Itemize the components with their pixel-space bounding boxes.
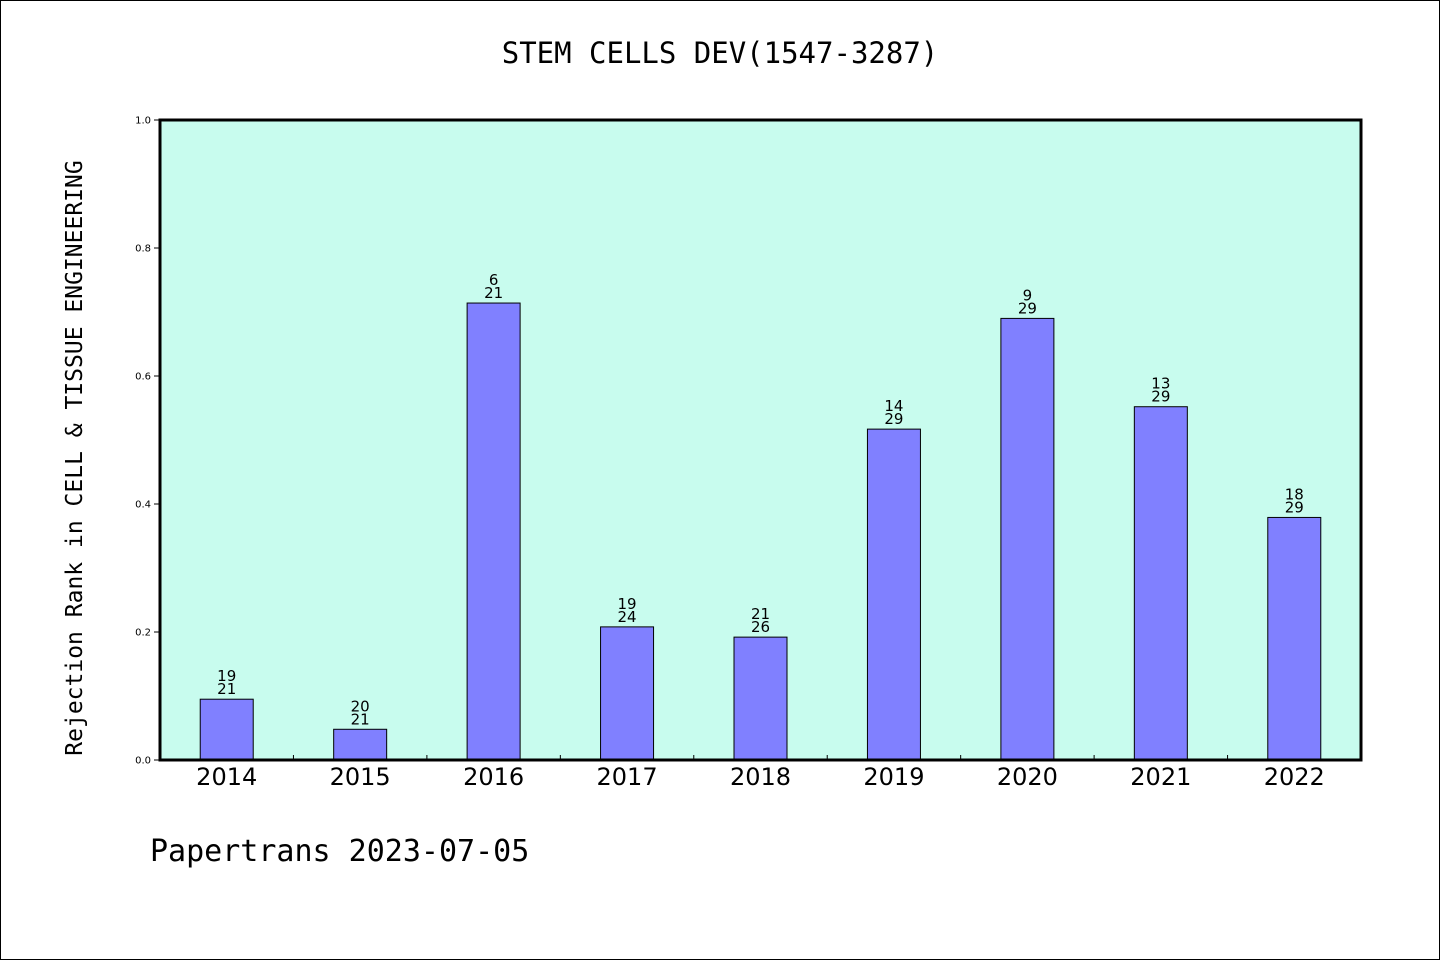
bar-2020 <box>1000 317 1055 761</box>
bar-label-bottom: 21 <box>217 680 236 698</box>
x-tick-label: 2016 <box>463 763 524 791</box>
bar-2015 <box>333 728 388 761</box>
bar-label-bottom: 29 <box>884 410 903 428</box>
x-tick-label: 2019 <box>863 763 924 791</box>
bar-label-top: 19 <box>618 595 637 613</box>
y-tick-label: 0.2 <box>135 628 151 639</box>
bar-label-top: 19 <box>217 667 236 685</box>
y-tick-label: 0.4 <box>135 500 151 511</box>
x-tick-label: 2014 <box>196 763 257 791</box>
x-tick-label: 2020 <box>997 763 1058 791</box>
bar-2014 <box>199 698 254 761</box>
bar-label-bottom: 29 <box>1151 388 1170 406</box>
bar-label-top: 9 <box>1023 286 1033 304</box>
x-tick-label: 2015 <box>330 763 391 791</box>
bar-2022 <box>1267 516 1322 761</box>
bar-label-bottom: 24 <box>618 608 637 626</box>
bar-2016 <box>466 302 521 761</box>
bar-2018 <box>733 636 788 761</box>
bar-label-bottom: 21 <box>351 710 370 728</box>
bar-label-top: 6 <box>489 271 499 289</box>
bar-label-top: 13 <box>1151 375 1170 393</box>
x-tick-label: 2021 <box>1130 763 1191 791</box>
bar-2019 <box>866 428 921 761</box>
y-tick-label: 0.8 <box>135 244 151 255</box>
y-tick-label: 0.0 <box>135 756 151 767</box>
bar-label-top: 20 <box>351 697 370 715</box>
bar-label-top: 18 <box>1285 485 1304 503</box>
y-tick-label: 1.0 <box>135 116 151 127</box>
bar-label-bottom: 26 <box>751 618 770 636</box>
bar-2021 <box>1133 406 1188 761</box>
footer-caption: Papertrans 2023-07-05 <box>150 834 530 869</box>
x-tick-label: 2022 <box>1264 763 1325 791</box>
x-tick-label: 2017 <box>597 763 658 791</box>
bar-label-bottom: 29 <box>1018 299 1037 317</box>
bar-2017 <box>600 626 655 761</box>
bar-label-bottom: 21 <box>484 284 503 302</box>
bar-label-top: 21 <box>751 605 770 623</box>
bar-label-bottom: 29 <box>1285 498 1304 516</box>
plot-border <box>158 118 1363 762</box>
bar-label-top: 14 <box>884 397 903 415</box>
y-tick-label: 0.6 <box>135 372 151 383</box>
chart-title: STEM CELLS DEV(1547-3287) <box>501 36 939 70</box>
x-tick-label: 2018 <box>730 763 791 791</box>
